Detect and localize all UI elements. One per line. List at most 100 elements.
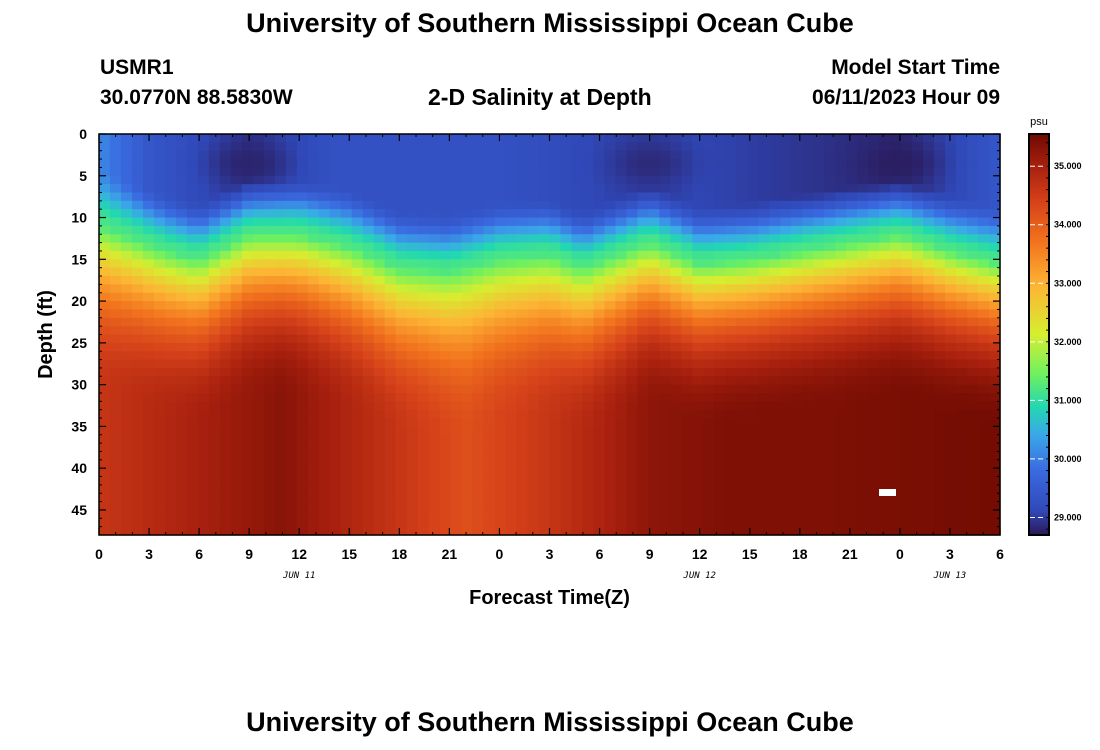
heatmap-cell <box>923 301 935 311</box>
heatmap-cell <box>373 409 386 419</box>
heatmap-cell <box>780 493 792 503</box>
heatmap-cell <box>307 384 320 394</box>
heatmap-cell <box>989 468 1001 478</box>
heatmap-cell <box>505 468 518 478</box>
heatmap-cell <box>615 526 628 536</box>
heatmap-cell <box>109 426 122 436</box>
heatmap-cell <box>175 267 188 277</box>
heatmap-cell <box>538 225 551 235</box>
heatmap-cell <box>780 518 792 528</box>
heatmap-cell <box>846 351 858 361</box>
heatmap-cell <box>637 250 649 260</box>
heatmap-cell <box>307 409 320 419</box>
heatmap-cell <box>461 451 474 461</box>
heatmap-cell <box>538 493 551 503</box>
heatmap-cell <box>890 351 902 361</box>
heatmap-cell <box>824 209 836 219</box>
y-tick-label: 15 <box>71 251 87 267</box>
heatmap-cell <box>417 459 430 469</box>
heatmap-cell <box>791 326 803 336</box>
heatmap-cell <box>494 484 507 494</box>
heatmap-cell <box>307 342 320 352</box>
heatmap-cell <box>384 292 397 302</box>
heatmap-cell <box>549 184 562 194</box>
heatmap-cell <box>560 184 573 194</box>
heatmap-cell <box>802 284 814 294</box>
heatmap-cell <box>527 484 540 494</box>
heatmap-cell <box>703 276 715 285</box>
heatmap-cell <box>186 376 199 386</box>
heatmap-cell <box>934 217 946 227</box>
heatmap-cell <box>186 259 199 269</box>
heatmap-cell <box>934 476 946 486</box>
heatmap-cell <box>846 250 858 260</box>
heatmap-cell <box>263 434 276 444</box>
heatmap-cell <box>978 150 990 160</box>
heatmap-cell <box>340 351 353 361</box>
heatmap-cell <box>241 351 254 361</box>
heatmap-cell <box>406 242 419 252</box>
heatmap-cell <box>230 150 243 160</box>
heatmap-cell <box>560 342 573 352</box>
heatmap-cell <box>835 200 847 210</box>
heatmap-cell <box>99 234 111 244</box>
heatmap-cell <box>549 250 562 260</box>
heatmap-cell <box>857 392 869 402</box>
heatmap-cell <box>835 351 847 361</box>
heatmap-cell <box>791 309 803 319</box>
heatmap-cell <box>780 217 792 227</box>
heatmap-cell <box>758 250 770 260</box>
heatmap-cell <box>329 409 342 419</box>
heatmap-cell <box>362 351 375 361</box>
heatmap-cell <box>417 359 430 369</box>
heatmap-cell <box>439 367 452 377</box>
heatmap-cell <box>725 225 737 235</box>
heatmap-cell <box>560 301 573 311</box>
heatmap-cell <box>582 342 595 352</box>
heatmap-cell <box>241 367 254 377</box>
heatmap-cell <box>725 342 737 352</box>
heatmap-cell <box>285 518 298 528</box>
heatmap-cell <box>868 192 880 202</box>
heatmap-cell <box>164 192 177 202</box>
heatmap-cell <box>175 334 188 344</box>
heatmap-cell <box>868 409 880 419</box>
heatmap-cell <box>626 509 638 519</box>
heatmap-cell <box>802 351 814 361</box>
heatmap-cell <box>494 376 507 386</box>
heatmap-cell <box>120 167 133 177</box>
heatmap-cell <box>802 376 814 386</box>
heatmap-cell <box>571 184 584 194</box>
heatmap-cell <box>109 493 122 503</box>
heatmap-cell <box>670 276 682 285</box>
colorbar-tick-label: 32.000 <box>1054 337 1082 347</box>
heatmap-cell <box>395 418 408 427</box>
heatmap-cell <box>835 484 847 494</box>
heatmap-cell <box>934 326 946 336</box>
heatmap-cell <box>879 175 891 185</box>
heatmap-cell <box>516 175 529 185</box>
heatmap-cell <box>483 284 496 294</box>
heatmap-cell <box>791 342 803 352</box>
heatmap-cell <box>99 401 111 411</box>
heatmap-cell <box>989 384 1001 394</box>
heatmap-cell <box>186 418 199 427</box>
heatmap-cell <box>109 392 122 402</box>
heatmap-cell <box>494 276 507 285</box>
heatmap-cell <box>153 150 166 160</box>
heatmap-cell <box>395 142 408 152</box>
heatmap-cell <box>967 426 979 436</box>
heatmap-cell <box>527 376 540 386</box>
heatmap-cell <box>593 468 606 478</box>
heatmap-cell <box>780 418 792 427</box>
heatmap-cell <box>417 159 430 169</box>
heatmap-cell <box>450 392 463 402</box>
heatmap-cell <box>384 401 397 411</box>
heatmap-cell <box>417 376 430 386</box>
heatmap-cell <box>450 242 463 252</box>
heatmap-cell <box>725 493 737 503</box>
heatmap-cell <box>417 367 430 377</box>
heatmap-cell <box>593 142 606 152</box>
heatmap-cell <box>549 376 562 386</box>
heatmap-cell <box>274 284 287 294</box>
